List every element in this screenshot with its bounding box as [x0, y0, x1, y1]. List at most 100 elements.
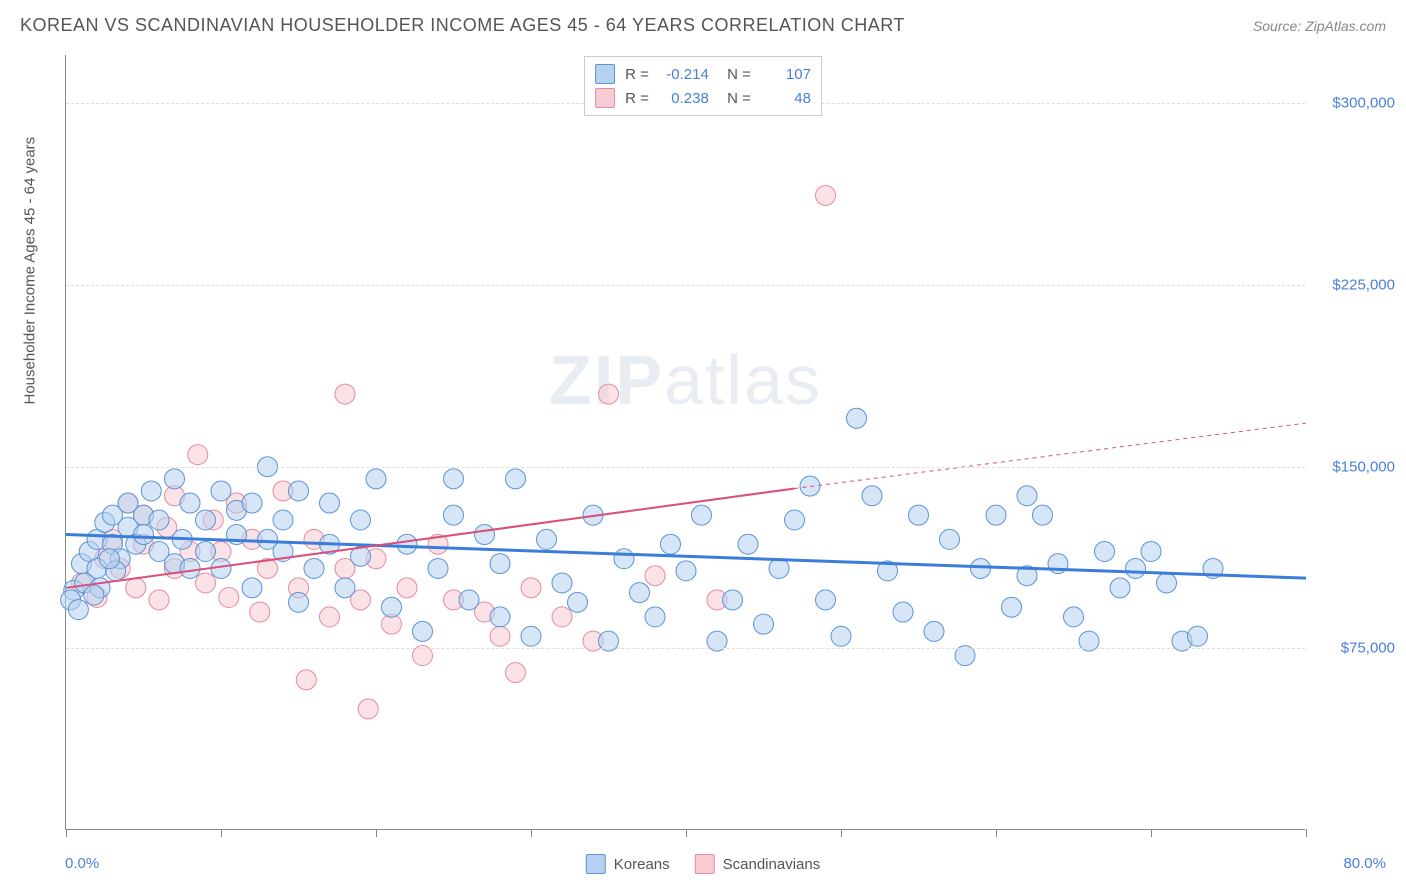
legend-label: Koreans: [614, 856, 670, 873]
legend-item: Koreans: [586, 854, 670, 874]
stat-r-value: -0.214: [659, 66, 709, 83]
korean-point: [537, 529, 557, 549]
scand-point: [188, 445, 208, 465]
korean-point: [521, 626, 541, 646]
korean-point: [862, 486, 882, 506]
stat-r-label: R =: [625, 66, 649, 83]
korean-point: [940, 529, 960, 549]
korean-point: [165, 469, 185, 489]
korean-point: [1064, 607, 1084, 627]
korean-point: [382, 597, 402, 617]
legend-swatch: [586, 854, 606, 874]
series-legend: Koreans Scandinavians: [586, 854, 820, 874]
korean-point: [552, 573, 572, 593]
korean-point: [180, 493, 200, 513]
korean-point: [723, 590, 743, 610]
korean-point: [242, 493, 262, 513]
korean-point: [366, 469, 386, 489]
korean-point: [986, 505, 1006, 525]
korean-point: [1002, 597, 1022, 617]
korean-point: [134, 525, 154, 545]
x-tick: [1151, 829, 1152, 837]
korean-point: [351, 510, 371, 530]
scand-point: [599, 384, 619, 404]
korean-point: [242, 578, 262, 598]
korean-point: [661, 534, 681, 554]
korean-point: [568, 592, 588, 612]
x-tick: [841, 829, 842, 837]
chart-container: KOREAN VS SCANDINAVIAN HOUSEHOLDER INCOM…: [0, 0, 1406, 892]
chart-title: KOREAN VS SCANDINAVIAN HOUSEHOLDER INCOM…: [20, 15, 905, 36]
scand-point: [552, 607, 572, 627]
scand-point: [335, 384, 355, 404]
y-tick-label: $300,000: [1332, 95, 1395, 112]
korean-point: [692, 505, 712, 525]
legend-swatch: [595, 64, 615, 84]
korean-point: [754, 614, 774, 634]
korean-point: [289, 481, 309, 501]
x-tick: [1306, 829, 1307, 837]
stats-legend-row: R =0.238 N =48: [595, 86, 811, 110]
korean-point: [141, 481, 161, 501]
korean-point: [320, 493, 340, 513]
korean-point: [893, 602, 913, 622]
korean-point: [304, 558, 324, 578]
scand-point: [149, 590, 169, 610]
korean-point: [1188, 626, 1208, 646]
korean-point: [428, 558, 448, 578]
korean-point: [831, 626, 851, 646]
gridline: [66, 648, 1305, 649]
korean-point: [614, 549, 634, 569]
korean-point: [490, 554, 510, 574]
korean-point: [1017, 486, 1037, 506]
korean-point: [785, 510, 805, 530]
scand-point: [126, 578, 146, 598]
korean-point: [196, 510, 216, 530]
korean-point: [1141, 541, 1161, 561]
scand-point: [816, 185, 836, 205]
stats-legend: R =-0.214 N =107R =0.238 N =48: [584, 56, 822, 116]
korean-point: [273, 510, 293, 530]
korean-point: [68, 600, 88, 620]
scand-point: [219, 588, 239, 608]
legend-item: Scandinavians: [695, 854, 821, 874]
stat-n-label: N =: [719, 90, 751, 107]
y-tick-label: $150,000: [1332, 458, 1395, 475]
korean-point: [84, 585, 104, 605]
scand-point: [358, 699, 378, 719]
korean-point: [149, 510, 169, 530]
x-tick: [221, 829, 222, 837]
plot-area: ZIPatlas $75,000$150,000$225,000$300,000: [65, 55, 1305, 830]
korean-point: [335, 578, 355, 598]
legend-label: Scandinavians: [723, 856, 821, 873]
y-tick-label: $75,000: [1341, 640, 1395, 657]
korean-point: [1110, 578, 1130, 598]
x-tick: [66, 829, 67, 837]
korean-point: [645, 607, 665, 627]
stat-n-label: N =: [719, 66, 751, 83]
legend-swatch: [595, 88, 615, 108]
korean-point: [909, 505, 929, 525]
korean-point: [924, 621, 944, 641]
korean-point: [99, 549, 119, 569]
korean-point: [1033, 505, 1053, 525]
stat-r-label: R =: [625, 90, 649, 107]
korean-point: [289, 592, 309, 612]
scand-point: [397, 578, 417, 598]
scand-point: [250, 602, 270, 622]
plot-svg: [66, 55, 1305, 829]
korean-point: [676, 561, 696, 581]
x-axis-max-label: 80.0%: [1343, 855, 1386, 872]
korean-point: [971, 558, 991, 578]
korean-point: [847, 408, 867, 428]
scand-trendline-extrapolated: [795, 423, 1307, 488]
x-tick: [686, 829, 687, 837]
chart-source: Source: ZipAtlas.com: [1253, 18, 1386, 34]
korean-point: [816, 590, 836, 610]
korean-point: [475, 525, 495, 545]
stats-legend-row: R =-0.214 N =107: [595, 62, 811, 86]
x-axis-min-label: 0.0%: [65, 855, 99, 872]
korean-point: [769, 558, 789, 578]
x-tick: [376, 829, 377, 837]
scand-point: [645, 566, 665, 586]
